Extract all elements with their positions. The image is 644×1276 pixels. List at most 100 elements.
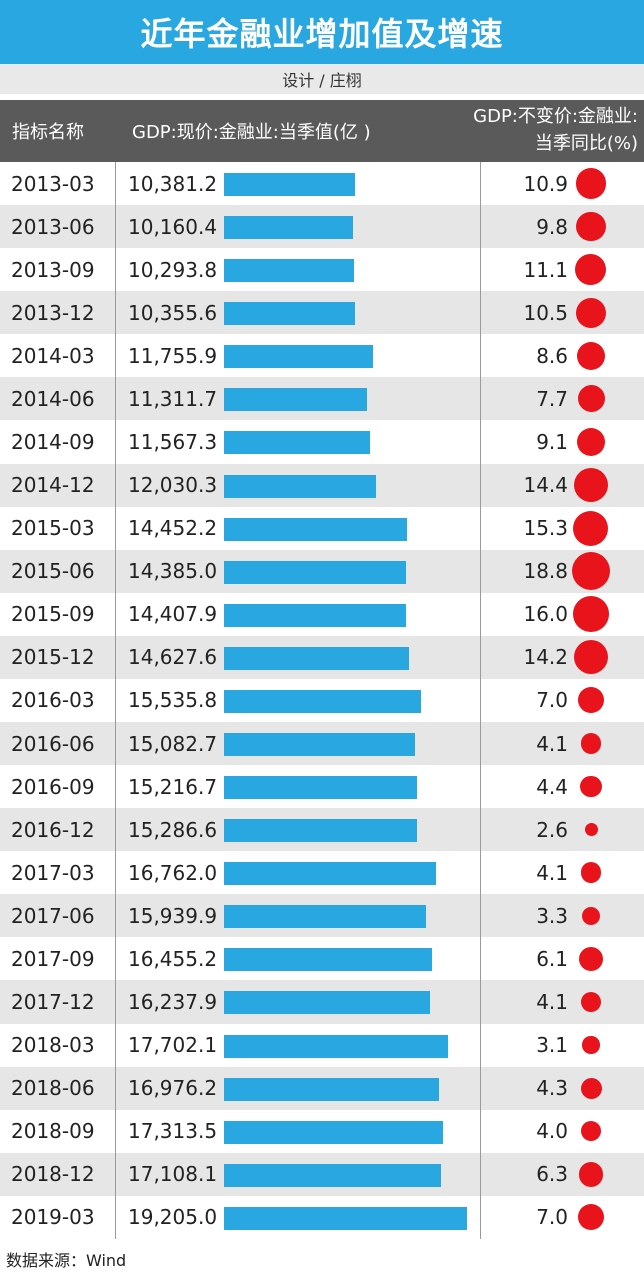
period-label: 2017-09	[11, 946, 95, 971]
table-header: 指标名称 GDP:现价:金融业:当季值(亿 ) GDP:不变价:金融业:当季同比…	[0, 100, 644, 162]
header-gdp-growth: GDP:不变价:金融业:当季同比(%)	[473, 106, 638, 154]
growth-dot	[578, 1161, 604, 1187]
growth-dot	[582, 1036, 600, 1054]
gdp-value-label: 15,082.7	[128, 731, 218, 756]
table-row: 2016-12 15,286.6 2.6	[0, 808, 644, 852]
period-label: 2014-03	[11, 343, 95, 368]
gdp-bar	[224, 819, 418, 843]
header-indicator-name: 指标名称	[12, 122, 84, 143]
table-row: 2014-03 11,755.9 8.6	[0, 334, 644, 377]
growth-value-label: 7.0	[536, 1205, 568, 1230]
gdp-bar	[224, 1206, 467, 1230]
gdp-bar	[224, 1077, 439, 1101]
period-label: 2015-06	[11, 559, 95, 584]
gdp-value-label: 10,293.8	[128, 257, 218, 282]
gdp-value-label: 10,355.6	[128, 300, 218, 325]
table-row: 2018-12 17,108.1 6.3	[0, 1152, 644, 1196]
table-row: 2014-06 11,311.7 7.7	[0, 377, 644, 421]
gdp-bar	[224, 646, 410, 670]
period-label: 2016-06	[11, 731, 95, 756]
table-row: 2015-06 14,385.0 18.8	[0, 549, 644, 593]
table-row: 2014-12 12,030.3 14.4	[0, 463, 644, 507]
growth-value-label: 10.5	[523, 300, 568, 325]
table-row: 2013-12 10,355.6 10.5	[0, 291, 644, 335]
gdp-value-label: 17,702.1	[128, 1033, 218, 1058]
gdp-bar	[224, 905, 426, 929]
period-label: 2017-06	[11, 903, 95, 928]
gdp-value-label: 16,762.0	[128, 860, 218, 885]
title-banner: 近年金融业增加值及增速	[0, 0, 644, 64]
gdp-value-label: 14,407.9	[128, 602, 218, 627]
gdp-bar	[224, 259, 355, 283]
table-row: 2016-09 15,216.7 4.4	[0, 765, 644, 808]
growth-value-label: 4.1	[536, 989, 568, 1014]
gdp-bar	[224, 991, 430, 1015]
growth-dot	[576, 341, 606, 370]
table-row: 2013-06 10,160.4 9.8	[0, 205, 644, 249]
growth-dot	[573, 596, 609, 633]
gdp-bar	[224, 474, 377, 498]
gdp-bar	[224, 776, 417, 800]
period-label: 2017-03	[11, 860, 95, 885]
table-row: 2018-06 16,976.2 4.3	[0, 1066, 644, 1110]
growth-value-label: 14.2	[523, 645, 568, 670]
period-label: 2018-06	[11, 1076, 95, 1101]
gdp-value-label: 11,755.9	[128, 343, 218, 368]
growth-dot	[577, 385, 605, 413]
gdp-value-label: 14,385.0	[128, 559, 218, 584]
period-label: 2014-06	[11, 386, 95, 411]
table-row: 2017-03 16,762.0 4.1	[0, 851, 644, 894]
table-row: 2017-06 15,939.9 3.3	[0, 894, 644, 938]
growth-value-label: 2.6	[536, 817, 568, 842]
gdp-value-label: 17,108.1	[128, 1162, 218, 1187]
gdp-value-label: 10,381.2	[128, 171, 218, 196]
period-label: 2018-12	[11, 1162, 95, 1187]
chart-title: 近年金融业增加值及增速	[140, 15, 504, 53]
gdp-bar	[224, 345, 373, 369]
gdp-value-label: 14,627.6	[128, 645, 218, 670]
gdp-bar	[224, 689, 421, 713]
growth-dot	[573, 467, 609, 503]
period-label: 2013-09	[11, 257, 95, 282]
growth-dot	[580, 1121, 602, 1142]
growth-value-label: 6.1	[536, 946, 568, 971]
growth-value-label: 3.3	[536, 903, 568, 928]
growth-value-label: 4.0	[536, 1119, 568, 1144]
gdp-bar	[224, 517, 407, 541]
gdp-bar	[224, 1120, 444, 1144]
growth-dot	[576, 211, 606, 242]
growth-dot	[575, 254, 607, 286]
growth-value-label: 4.3	[536, 1076, 568, 1101]
gdp-value-label: 11,567.3	[128, 429, 218, 454]
table-row: 2013-09 10,293.8 11.1	[0, 248, 644, 291]
growth-value-label: 15.3	[523, 516, 568, 541]
gdp-value-label: 12,030.3	[128, 473, 218, 498]
table-row: 2019-03 19,205.0 7.0	[0, 1196, 644, 1239]
period-label: 2018-09	[11, 1119, 95, 1144]
growth-dot	[578, 1204, 604, 1231]
gdp-value-label: 15,939.9	[128, 903, 218, 928]
data-source: 数据来源：Wind	[6, 1251, 127, 1270]
growth-value-label: 10.9	[523, 171, 568, 196]
column-divider	[115, 162, 116, 1239]
period-label: 2016-09	[11, 774, 95, 799]
gdp-value-label: 15,216.7	[128, 774, 218, 799]
gdp-bar	[224, 733, 415, 757]
table-row: 2015-12 14,627.6 14.2	[0, 635, 644, 679]
growth-dot	[581, 906, 601, 925]
gdp-value-label: 16,455.2	[128, 946, 218, 971]
period-label: 2019-03	[11, 1205, 95, 1230]
growth-value-label: 16.0	[523, 602, 568, 627]
growth-dot	[573, 640, 609, 675]
growth-dot	[575, 168, 607, 199]
growth-value-label: 18.8	[523, 559, 568, 584]
gdp-bar	[224, 431, 371, 455]
growth-value-label: 7.7	[536, 386, 568, 411]
header-gdp-current: GDP:现价:金融业:当季值(亿 )	[132, 122, 371, 143]
growth-dot	[580, 733, 602, 754]
table-row: 2016-03 15,535.8 7.0	[0, 679, 644, 722]
period-label: 2017-12	[11, 989, 95, 1014]
gdp-bar	[224, 1163, 441, 1187]
growth-value-label: 8.6	[536, 343, 568, 368]
column-divider	[480, 162, 481, 1239]
